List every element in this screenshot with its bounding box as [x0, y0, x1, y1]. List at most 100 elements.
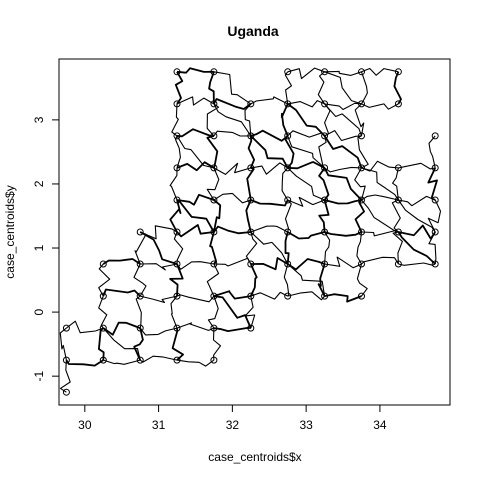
data-point-49	[247, 260, 255, 268]
road-segment-10	[360, 71, 368, 105]
road-segment-63	[176, 199, 215, 233]
road-segment-144	[139, 355, 178, 363]
data-point-74	[62, 388, 70, 396]
data-point-66	[173, 324, 181, 332]
data-point-44	[431, 228, 439, 236]
data-point-38	[210, 228, 218, 236]
data-point-15	[247, 132, 255, 140]
data-point-45	[99, 260, 107, 268]
road-segment-91	[324, 231, 362, 237]
road-segment-85	[209, 231, 217, 265]
data-point-52	[358, 260, 365, 268]
data-point-23	[284, 164, 292, 172]
road-segment-2	[208, 71, 215, 104]
road-segment-92	[324, 231, 331, 265]
road-segment-56	[354, 167, 366, 201]
road-segment-17	[250, 96, 288, 105]
road-segment-30	[213, 130, 251, 137]
x-axis-label: case_centroids$x	[208, 450, 301, 464]
data-point-4	[358, 68, 365, 76]
road-segment-66	[250, 199, 289, 207]
data-point-12	[394, 100, 402, 108]
chart-title: Uganda	[227, 23, 279, 39]
road-segment-114	[361, 256, 399, 265]
road-segment-81	[139, 231, 178, 265]
x-tick-label-34: 34	[373, 418, 387, 432]
road-segment-132	[102, 321, 141, 336]
road-segment-97	[397, 231, 436, 265]
data-point-43	[394, 228, 402, 236]
data-point-57	[173, 292, 181, 300]
data-point-34	[394, 196, 402, 204]
data-point-8	[247, 100, 255, 108]
road-segment-135	[139, 327, 178, 336]
data-point-28	[173, 196, 181, 204]
x-tick-label-30: 30	[78, 418, 92, 432]
road-segment-126	[250, 291, 288, 300]
road-segment-115	[356, 263, 368, 297]
data-point-19	[431, 132, 439, 140]
y-tick-label-3: 3	[32, 116, 46, 123]
road-segment-45	[213, 162, 251, 175]
road-segment-79	[139, 225, 178, 240]
road-segment-80	[134, 231, 147, 265]
road-segment-120	[135, 295, 142, 329]
road-segment-88	[250, 231, 289, 265]
road-segment-12	[176, 96, 215, 106]
data-point-33	[358, 196, 365, 204]
data-point-29	[210, 196, 218, 204]
y-tick-label-0: 0	[32, 308, 46, 315]
road-segment-52	[324, 166, 362, 173]
x-tick-label-33: 33	[299, 418, 313, 432]
road-segment-89	[287, 231, 325, 240]
road-segment-106	[206, 263, 220, 297]
road-segment-57	[361, 167, 399, 201]
road-segment-65	[213, 199, 222, 233]
road-segment-96	[392, 231, 403, 265]
data-point-24	[321, 164, 329, 172]
road-segment-123	[213, 290, 251, 300]
road-segment-116	[398, 262, 436, 266]
road-segment-107	[250, 257, 289, 271]
data-point-73	[210, 356, 218, 364]
data-point-10	[321, 100, 329, 108]
data-point-31	[284, 196, 292, 204]
road-segment-136	[133, 327, 144, 361]
data-point-61	[321, 292, 329, 300]
road-segment-68	[287, 196, 325, 207]
x-tick-label-31: 31	[152, 418, 166, 432]
road-segment-61	[176, 193, 215, 206]
road-segment-29	[176, 135, 215, 169]
road-segment-38	[324, 130, 362, 142]
road-segment-143	[103, 359, 141, 365]
road-segment-33	[247, 135, 255, 169]
y-tick-label-1: 1	[32, 244, 46, 251]
road-segment-62	[169, 199, 182, 233]
road-segment-121	[176, 294, 215, 303]
road-segment-84	[213, 225, 251, 235]
data-point-2	[284, 68, 292, 76]
road-network-lines	[59, 67, 442, 393]
road-segment-32	[250, 129, 289, 142]
road-segment-103	[176, 261, 214, 270]
road-segment-112	[324, 256, 362, 269]
road-segment-140	[212, 328, 222, 361]
road-segment-53	[318, 167, 330, 201]
data-point-67	[210, 324, 218, 332]
road-segment-34	[250, 135, 289, 169]
data-point-0	[173, 68, 181, 76]
road-segment-43	[176, 161, 215, 172]
road-segment-139	[213, 327, 251, 332]
road-segment-119	[140, 295, 178, 304]
road-segment-102	[133, 263, 147, 297]
road-segment-59	[392, 167, 399, 201]
road-segment-9	[361, 67, 399, 76]
road-segment-77	[397, 199, 436, 233]
road-segment-110	[283, 263, 290, 297]
road-segment-54	[323, 167, 363, 201]
data-point-18	[358, 132, 365, 140]
centroid-points	[62, 68, 439, 396]
road-segment-49	[287, 161, 326, 170]
data-point-21	[210, 164, 218, 172]
